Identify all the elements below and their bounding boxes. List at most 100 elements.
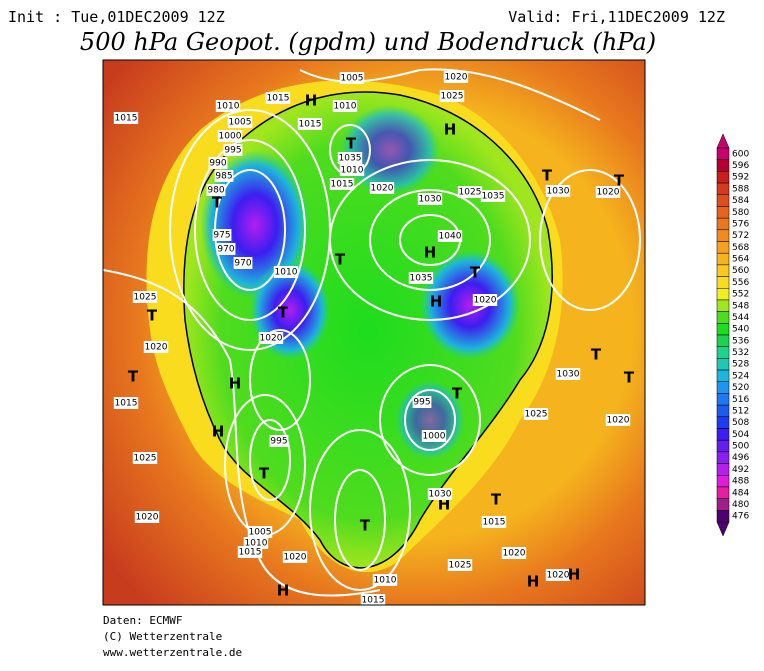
colorbar-label: 596	[732, 161, 749, 171]
colorbar-label: 548	[732, 301, 749, 311]
isobar-label: 1020	[474, 296, 497, 306]
colorbar-cell	[716, 194, 730, 207]
colorbar-cell	[716, 381, 730, 394]
colorbar-cell	[716, 334, 730, 347]
colorbar-cell	[716, 311, 730, 324]
label-box	[545, 185, 571, 197]
map-frame	[102, 59, 646, 606]
colorbar-label: 504	[732, 430, 749, 440]
label-box	[417, 193, 443, 205]
colorbar-label: 580	[732, 208, 749, 218]
label-box	[443, 71, 469, 83]
isobar-label: 1010	[374, 576, 397, 586]
label-box	[501, 547, 527, 559]
colorbar-cell	[716, 369, 730, 382]
footer-copyright: (C) Wetterzentrale	[103, 630, 222, 643]
label-box	[113, 112, 139, 124]
pressure-center: H	[568, 566, 581, 584]
label-box	[329, 178, 355, 190]
label-box	[258, 332, 284, 344]
isobar-label: 1015	[483, 518, 506, 528]
colorbar-cell	[716, 498, 730, 511]
colorbar-cell	[716, 404, 730, 418]
isobar-label: 1020	[607, 416, 630, 426]
isobar-label: 1030	[419, 195, 442, 205]
label-box	[208, 157, 228, 169]
pressure-center: H	[527, 573, 540, 591]
label-box	[227, 116, 253, 128]
colorbar-label: 588	[732, 184, 749, 194]
colorbar-label: 600	[732, 149, 749, 159]
pressure-center: T	[335, 251, 346, 269]
map-title: 500 hPa Geopot. (gpdm) und Bodendruck (h…	[80, 28, 656, 56]
isobar-label: 1020	[145, 343, 168, 353]
label-box	[439, 90, 465, 102]
pressure-center: T	[346, 135, 357, 153]
pressure-center: T	[212, 194, 223, 212]
isobar-label: 1010	[245, 539, 268, 549]
colorbar-cell	[716, 510, 730, 523]
colorbar-label: 568	[732, 243, 749, 253]
isobar-label: 1010	[217, 102, 240, 112]
isobar-label: 1015	[267, 94, 290, 104]
label-box	[214, 170, 234, 182]
pressure-center: H	[444, 121, 457, 139]
pressure-center: T	[259, 465, 270, 483]
isobar-label: 1025	[459, 188, 482, 198]
label-box	[447, 559, 473, 571]
isobar-label: 975	[213, 231, 230, 241]
colorbar-label: 528	[732, 360, 749, 370]
pressure-center: H	[277, 582, 290, 600]
pressure-center: T	[470, 264, 481, 282]
isobar-label: 1020	[445, 73, 468, 83]
label-box	[265, 92, 291, 104]
colorbar-cell	[716, 439, 730, 453]
isobar-label: 1010	[275, 268, 298, 278]
isobar-label: 1005	[229, 118, 252, 128]
pressure-center: T	[278, 304, 289, 322]
colorbar-cell	[716, 428, 730, 441]
colorbar-label: 512	[732, 406, 749, 416]
isobar-label: 1015	[115, 399, 138, 409]
label-box	[215, 100, 241, 112]
isobar-label: 1015	[331, 180, 354, 190]
isobar-label: 1040	[439, 232, 462, 242]
colorbar-cell	[716, 182, 730, 195]
colorbar-cell	[716, 147, 730, 160]
isobar-label: 1035	[482, 192, 505, 202]
label-box	[247, 526, 273, 538]
isobar-label: 1010	[334, 102, 357, 112]
label-box	[297, 118, 323, 130]
label-box	[237, 546, 263, 558]
colorbar-cell	[716, 159, 730, 172]
isobar-label: 1025	[441, 92, 464, 102]
label-box	[233, 257, 253, 269]
label-box	[408, 272, 434, 284]
colorbar-label: 488	[732, 477, 749, 487]
isobar-label: 1015	[239, 548, 262, 558]
colorbar-cell	[716, 463, 730, 476]
colorbar-label: 520	[732, 383, 749, 393]
colorbar-cell	[716, 171, 730, 184]
label-box	[472, 294, 498, 306]
isobar-label: 980	[207, 186, 224, 196]
label-box	[217, 130, 243, 142]
label-box	[339, 164, 365, 176]
label-box	[113, 397, 139, 409]
pressure-center: H	[305, 92, 318, 110]
colorbar-label: 476	[732, 512, 749, 522]
colorbar-label: 480	[732, 500, 749, 510]
colorbar-label: 524	[732, 371, 749, 381]
isobar-label: 1000	[423, 432, 446, 442]
colorbar-cell	[716, 323, 730, 336]
colorbar-label: 592	[732, 173, 749, 183]
colorbar-cell	[716, 229, 730, 242]
isobar-label: 1020	[547, 571, 570, 581]
label-box	[437, 230, 463, 242]
colorbar-label: 560	[732, 266, 749, 276]
label-box	[412, 396, 432, 408]
colorbar-cell	[716, 451, 730, 464]
isobar-label: 1020	[503, 549, 526, 559]
isobar-label: 1020	[284, 553, 307, 563]
label-box	[427, 488, 453, 500]
